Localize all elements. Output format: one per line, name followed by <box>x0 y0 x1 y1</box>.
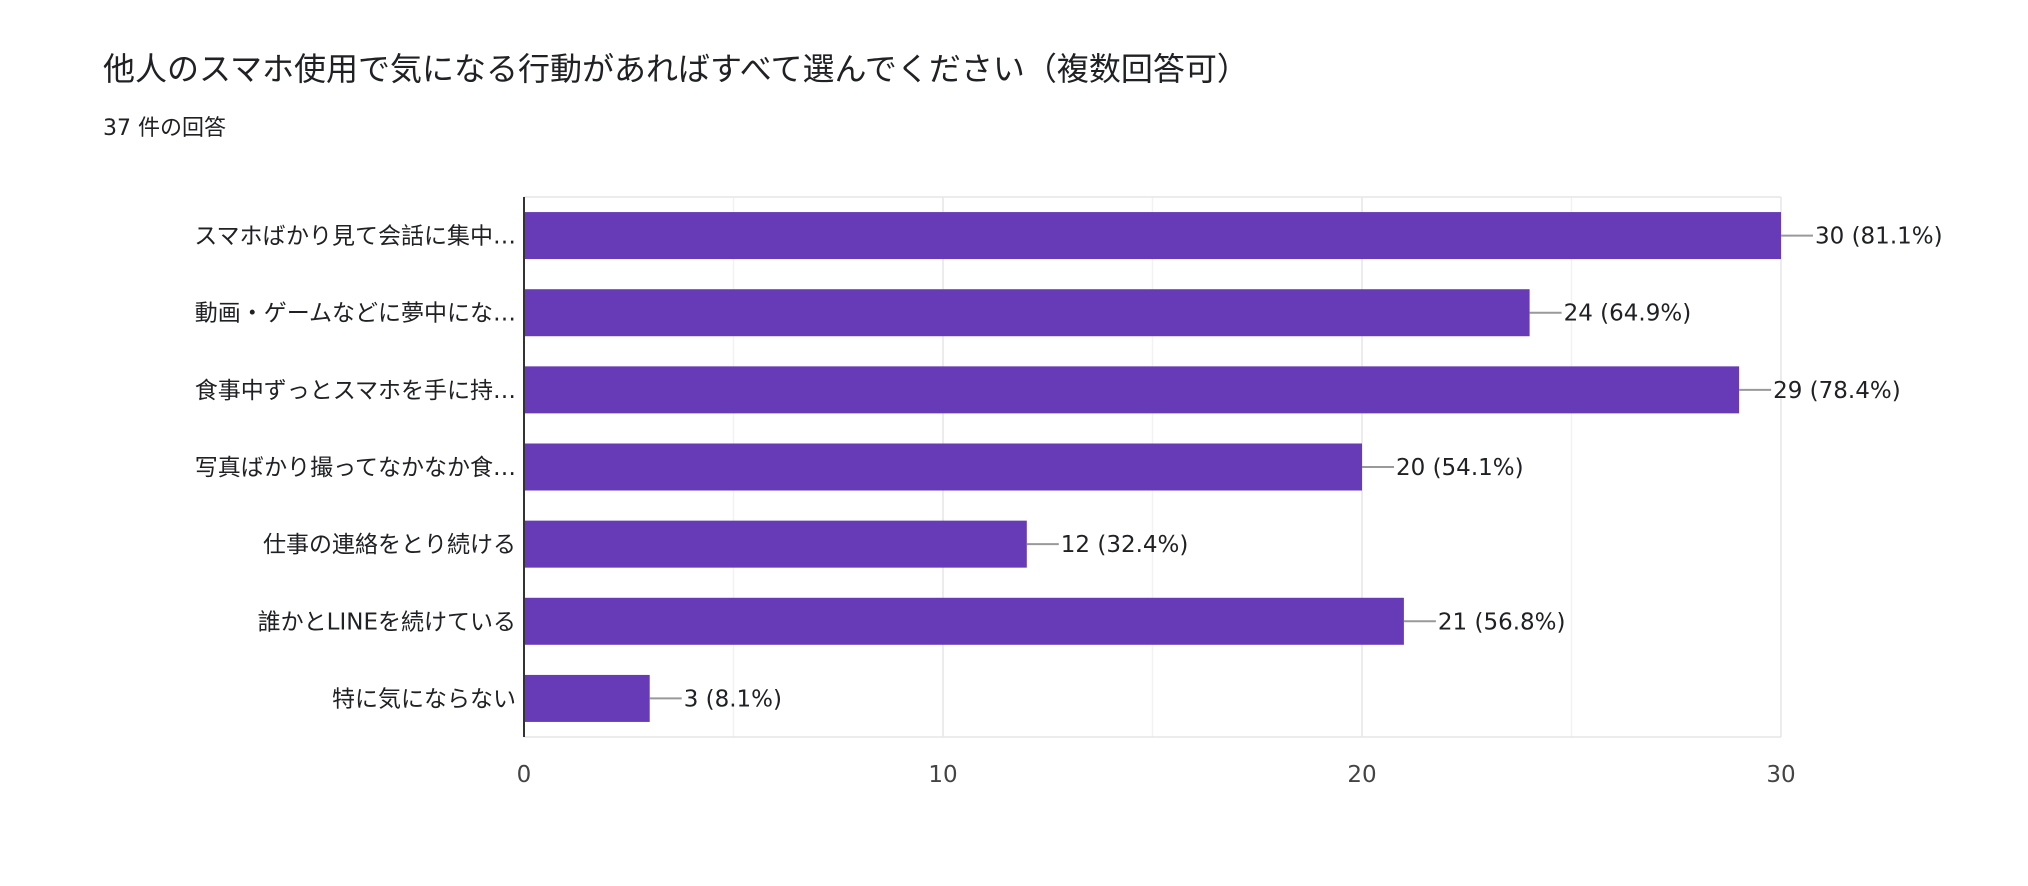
x-tick-label: 20 <box>1347 762 1376 788</box>
data-label: 30 (81.1%) <box>1815 224 1943 250</box>
data-label: 20 (54.1%) <box>1396 455 1524 481</box>
bar <box>524 597 1404 645</box>
data-label: 21 (56.8%) <box>1438 609 1566 635</box>
bar <box>524 212 1781 260</box>
category-label: スマホばかり見て会話に集中… <box>194 224 516 250</box>
data-label: 29 (78.4%) <box>1773 378 1901 404</box>
data-label: 3 (8.1%) <box>684 686 782 712</box>
category-label: 食事中ずっとスマホを手に持… <box>195 378 516 404</box>
bar <box>524 366 1740 414</box>
bar <box>524 443 1362 491</box>
chart-title: 他人のスマホ使用で気になる行動があればすべて選んでください（複数回答可） <box>103 50 1249 88</box>
category-label: 仕事の連絡をとり続ける <box>263 532 516 558</box>
category-label: 特に気にならない <box>332 686 516 712</box>
data-label: 12 (32.4%) <box>1061 532 1189 558</box>
response-count: 37 件の回答 <box>103 116 226 141</box>
bar <box>524 289 1530 337</box>
category-label: 動画・ゲームなどに夢中にな… <box>195 301 516 327</box>
bar <box>524 674 650 722</box>
x-tick-label: 0 <box>517 762 532 788</box>
category-label: 誰かとLINEを続けている <box>258 609 516 635</box>
category-label: 写真ばかり撮ってなかなか食… <box>195 455 516 481</box>
data-label: 24 (64.9%) <box>1564 301 1692 327</box>
x-tick-label: 10 <box>928 762 957 788</box>
bar <box>524 520 1027 568</box>
x-tick-label: 30 <box>1766 762 1795 788</box>
